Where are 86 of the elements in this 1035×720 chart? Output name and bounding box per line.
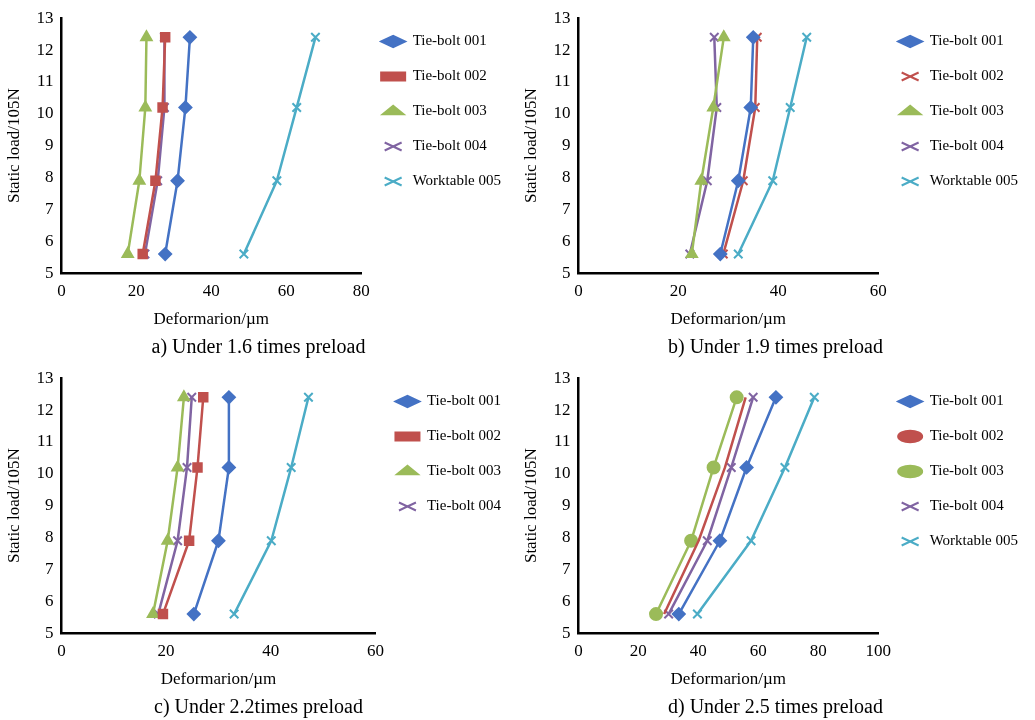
y-tick-label: 5	[44, 262, 54, 282]
legend-label: Tie-bolt 002	[412, 67, 487, 84]
legend-label: Worktable 005	[929, 172, 1019, 189]
y-tick-label: 7	[561, 558, 571, 578]
x-tick-label: 40	[769, 280, 787, 300]
legend-label: Worktable 005	[929, 532, 1019, 549]
y-tick-label: 13	[553, 367, 571, 387]
y-tick-label: 11	[554, 71, 571, 91]
y-tick-label: 13	[36, 367, 54, 387]
y-tick-label: 10	[36, 103, 54, 123]
x-tick-label: 60	[749, 640, 767, 660]
legend-label: Tie-bolt 003	[426, 462, 502, 479]
legend-label: Tie-bolt 002	[929, 67, 1004, 84]
x-tick-label: 60	[277, 280, 295, 300]
y-tick-label: 10	[553, 103, 571, 123]
text: a) Under 1.6 times preload	[150, 335, 367, 358]
legend-label: Tie-bolt 002	[929, 427, 1004, 444]
y-tick-label: 6	[561, 590, 571, 610]
y-tick-label: 13	[553, 7, 571, 27]
legend-label: Tie-bolt 003	[412, 102, 487, 119]
y-axis-title: Static load/105N	[3, 448, 23, 564]
x-tick-label: 60	[869, 280, 887, 300]
y-tick-label: 9	[561, 495, 571, 515]
x-axis-title: Deformarion/µm	[153, 309, 270, 329]
x-axis-title: Deformarion/µm	[670, 309, 787, 329]
legend-label: Tie-bolt 004	[929, 137, 1005, 154]
y-tick-label: 11	[554, 431, 571, 451]
legend-label: Worktable 005	[412, 172, 502, 189]
y-axis-title: Static load/105N	[520, 448, 540, 564]
y-tick-label: 12	[553, 39, 571, 59]
y-tick-label: 5	[561, 262, 571, 282]
x-tick-label: 40	[202, 280, 220, 300]
x-tick-label: 100	[865, 640, 891, 660]
x-tick-label: 40	[689, 640, 707, 660]
x-axis-title: Deformarion/µm	[670, 669, 787, 689]
x-tick-label: 80	[352, 280, 370, 300]
text: c) Under 2.2times preload	[153, 695, 364, 718]
legend-label: Tie-bolt 001	[929, 392, 1004, 409]
x-tick-label: 80	[809, 640, 827, 660]
y-tick-label: 12	[36, 399, 54, 419]
x-tick-label: 0	[574, 640, 583, 660]
y-tick-label: 6	[561, 230, 571, 250]
legend-label: Tie-bolt 004	[412, 137, 488, 154]
x-tick-label: 0	[574, 280, 583, 300]
legend-label: Tie-bolt 002	[426, 427, 502, 444]
x-tick-label: 40	[262, 640, 280, 660]
legend-label: Tie-bolt 004	[426, 497, 502, 514]
x-tick-label: 0	[57, 280, 66, 300]
text: b) Under 1.9 times preload	[667, 335, 884, 358]
y-tick-label: 5	[561, 622, 571, 642]
text: d) Under 2.5 times preload	[667, 695, 884, 718]
y-tick-label: 8	[561, 527, 571, 547]
legend-label: Tie-bolt 004	[929, 497, 1005, 514]
y-axis-title: Static load/105N	[3, 88, 23, 204]
legend-label: Tie-bolt 001	[412, 32, 487, 49]
y-tick-label: 8	[561, 167, 571, 187]
y-tick-label: 9	[561, 135, 571, 155]
y-tick-label: 12	[36, 39, 54, 59]
x-tick-label: 60	[366, 640, 384, 660]
x-tick-label: 20	[629, 640, 647, 660]
y-tick-label: 11	[37, 71, 54, 91]
y-tick-label: 10	[36, 463, 54, 483]
y-tick-label: 7	[561, 198, 571, 218]
y-tick-label: 7	[44, 558, 54, 578]
y-axis-title: Static load/105N	[520, 88, 540, 204]
legend-label: Tie-bolt 003	[929, 462, 1004, 479]
y-tick-label: 11	[37, 431, 54, 451]
x-tick-label: 20	[157, 640, 175, 660]
y-tick-label: 6	[44, 590, 54, 610]
y-tick-label: 10	[553, 463, 571, 483]
y-tick-label: 13	[36, 7, 54, 27]
y-tick-label: 5	[44, 622, 54, 642]
legend-label: Tie-bolt 001	[426, 392, 502, 409]
y-tick-label: 8	[44, 167, 54, 187]
x-tick-label: 0	[57, 640, 66, 660]
y-tick-label: 9	[44, 135, 54, 155]
legend-label: Tie-bolt 001	[929, 32, 1004, 49]
y-tick-label: 8	[44, 527, 54, 547]
y-tick-label: 12	[553, 399, 571, 419]
x-axis-title: Deformarion/µm	[160, 669, 277, 689]
y-tick-label: 7	[44, 198, 54, 218]
x-tick-label: 20	[669, 280, 687, 300]
y-tick-label: 6	[44, 230, 54, 250]
legend-label: Tie-bolt 003	[929, 102, 1004, 119]
x-tick-label: 20	[127, 280, 145, 300]
y-tick-label: 9	[44, 495, 54, 515]
